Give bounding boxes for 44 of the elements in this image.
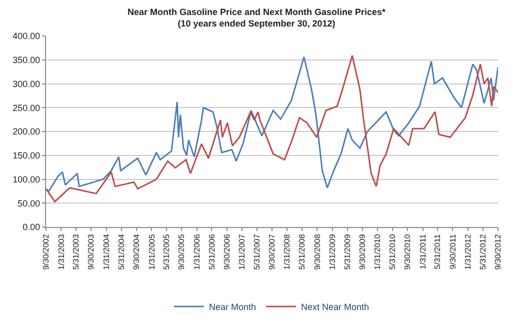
x-tick-label: 9/30/2009 (358, 234, 367, 270)
y-tick-label: 200.00 (12, 126, 40, 137)
legend-label: Next Near Month (301, 302, 370, 312)
x-tick-label: 9/30/2002 (42, 234, 51, 270)
x-tick-label: 9/30/2005 (177, 234, 186, 270)
x-tick-label: 9/30/2004 (132, 234, 142, 270)
x-tick-label: 5/31/2005 (162, 234, 172, 270)
x-tick-label: 5/31/2008 (298, 234, 307, 270)
x-tick-label: 9/30/2007 (268, 234, 277, 270)
x-tick-label: 1/31/2009 (328, 234, 338, 270)
y-tick-label: 350.00 (12, 55, 40, 66)
x-tick-label: 9/30/2011 (448, 234, 458, 270)
x-tick-label: 1/31/2008 (282, 234, 292, 270)
x-tick-label: 1/31/2011 (418, 234, 428, 270)
y-tick-label: 300.00 (12, 78, 40, 89)
x-tick-label: 9/30/2003 (86, 234, 96, 270)
chart-subtitle: (10 years ended September 30, 2012) (178, 18, 336, 29)
x-tick-label: 1/31/2004 (102, 234, 111, 270)
y-tick-label: 0.00 (22, 222, 40, 232)
x-tick-label: 5/31/2009 (342, 234, 352, 270)
x-tick-label: 9/30/2010 (403, 234, 412, 270)
x-tick-label: 1/31/2003 (56, 234, 66, 270)
x-tick-label: 1/31/2010 (373, 234, 382, 270)
y-tick-label: 100.00 (12, 174, 40, 184)
y-tick-label: 50.00 (18, 198, 40, 208)
x-tick-label: 5/31/2012 (478, 234, 488, 270)
x-tick-label: 1/31/2005 (147, 234, 156, 270)
x-tick-label: 9/30/2006 (222, 234, 232, 270)
y-tick-label: 250.00 (12, 102, 40, 113)
chart-title: Near Month Gasoline Price and Next Month Gasoline Prices* (127, 6, 386, 17)
y-tick-label: 400.00 (12, 31, 40, 42)
x-tick-label: 9/30/2008 (312, 234, 322, 270)
x-tick-label: 1/31/2012 (464, 234, 473, 270)
x-tick-label: 9/30/2012 (494, 234, 503, 270)
x-tick-label: 5/31/2011 (433, 234, 442, 270)
x-tick-label: 1/31/2007 (238, 234, 247, 270)
x-tick-label: 1/31/2006 (192, 234, 202, 270)
x-tick-label: 5/31/2007 (252, 234, 262, 270)
y-tick-label: 150.00 (12, 150, 40, 161)
x-tick-label: 5/31/2003 (72, 234, 81, 270)
x-tick-label: 5/31/2010 (388, 234, 398, 270)
x-tick-label: 5/31/2004 (116, 234, 126, 270)
x-tick-label: 5/31/2006 (207, 234, 216, 270)
legend-label: Near Month (209, 302, 256, 312)
